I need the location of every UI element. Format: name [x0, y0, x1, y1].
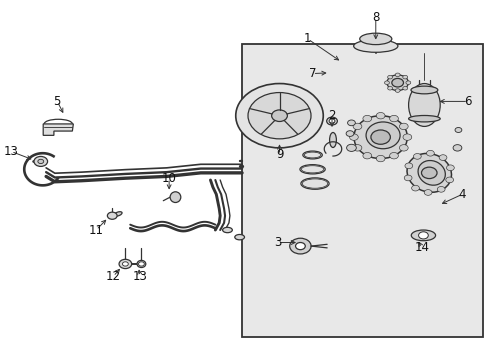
Circle shape	[328, 119, 334, 123]
Text: 9: 9	[275, 148, 283, 162]
Circle shape	[386, 75, 407, 91]
Circle shape	[387, 75, 392, 79]
Circle shape	[445, 177, 453, 183]
Circle shape	[235, 84, 323, 148]
Circle shape	[394, 73, 399, 77]
Circle shape	[352, 123, 361, 130]
Circle shape	[399, 145, 407, 151]
Text: 4: 4	[458, 188, 465, 201]
Circle shape	[375, 112, 384, 119]
Text: 7: 7	[308, 67, 316, 80]
Text: 12: 12	[105, 270, 121, 283]
Polygon shape	[43, 124, 73, 135]
Circle shape	[402, 86, 407, 90]
Ellipse shape	[408, 116, 439, 122]
Circle shape	[387, 86, 392, 90]
Circle shape	[454, 127, 461, 132]
Circle shape	[122, 262, 128, 266]
Circle shape	[362, 115, 371, 122]
Text: 2: 2	[327, 109, 335, 122]
Circle shape	[389, 153, 398, 159]
Circle shape	[402, 75, 407, 79]
Ellipse shape	[170, 192, 181, 203]
Circle shape	[370, 130, 389, 144]
Circle shape	[438, 155, 446, 161]
Circle shape	[418, 232, 427, 239]
Text: 11: 11	[88, 224, 103, 237]
Circle shape	[389, 115, 398, 122]
Circle shape	[289, 238, 310, 254]
Ellipse shape	[366, 122, 399, 149]
Ellipse shape	[417, 161, 445, 185]
Circle shape	[34, 157, 47, 166]
Ellipse shape	[410, 86, 437, 94]
Circle shape	[424, 190, 431, 195]
Circle shape	[391, 78, 403, 87]
Circle shape	[346, 131, 353, 136]
Circle shape	[349, 134, 358, 140]
Circle shape	[452, 145, 461, 151]
Bar	[242, 44, 482, 337]
Text: 13: 13	[4, 145, 19, 158]
Text: 13: 13	[132, 270, 147, 283]
Circle shape	[107, 212, 117, 219]
Text: 3: 3	[273, 236, 281, 249]
Circle shape	[411, 185, 419, 191]
Text: 5: 5	[54, 95, 61, 108]
Circle shape	[413, 153, 420, 159]
Circle shape	[436, 186, 444, 192]
Circle shape	[404, 163, 412, 169]
Circle shape	[247, 93, 310, 139]
Circle shape	[138, 262, 144, 266]
Circle shape	[394, 89, 399, 92]
Circle shape	[38, 159, 43, 163]
Ellipse shape	[408, 84, 439, 126]
Ellipse shape	[114, 212, 122, 216]
Ellipse shape	[222, 227, 232, 233]
Text: 14: 14	[414, 241, 428, 255]
Text: 6: 6	[464, 95, 471, 108]
Ellipse shape	[137, 260, 145, 267]
Circle shape	[399, 123, 407, 130]
Text: 10: 10	[162, 172, 176, 185]
Circle shape	[402, 134, 411, 140]
Circle shape	[362, 153, 371, 159]
Ellipse shape	[301, 166, 323, 173]
Circle shape	[119, 259, 131, 269]
Circle shape	[295, 243, 305, 249]
Ellipse shape	[326, 117, 337, 125]
Circle shape	[346, 144, 356, 152]
Circle shape	[421, 167, 436, 179]
Ellipse shape	[406, 153, 450, 192]
Ellipse shape	[410, 230, 435, 241]
Circle shape	[404, 175, 411, 181]
Ellipse shape	[234, 234, 244, 240]
Ellipse shape	[302, 179, 327, 188]
Ellipse shape	[353, 40, 397, 52]
Text: 8: 8	[371, 11, 379, 24]
Ellipse shape	[359, 33, 391, 45]
Circle shape	[426, 150, 433, 156]
Circle shape	[375, 156, 384, 162]
Circle shape	[347, 120, 355, 126]
Circle shape	[352, 145, 361, 151]
Circle shape	[384, 81, 388, 85]
Ellipse shape	[304, 152, 320, 158]
Circle shape	[446, 165, 453, 171]
Text: 1: 1	[304, 32, 311, 45]
Ellipse shape	[353, 116, 407, 158]
Circle shape	[271, 110, 287, 121]
Ellipse shape	[329, 132, 336, 148]
Circle shape	[405, 81, 410, 85]
